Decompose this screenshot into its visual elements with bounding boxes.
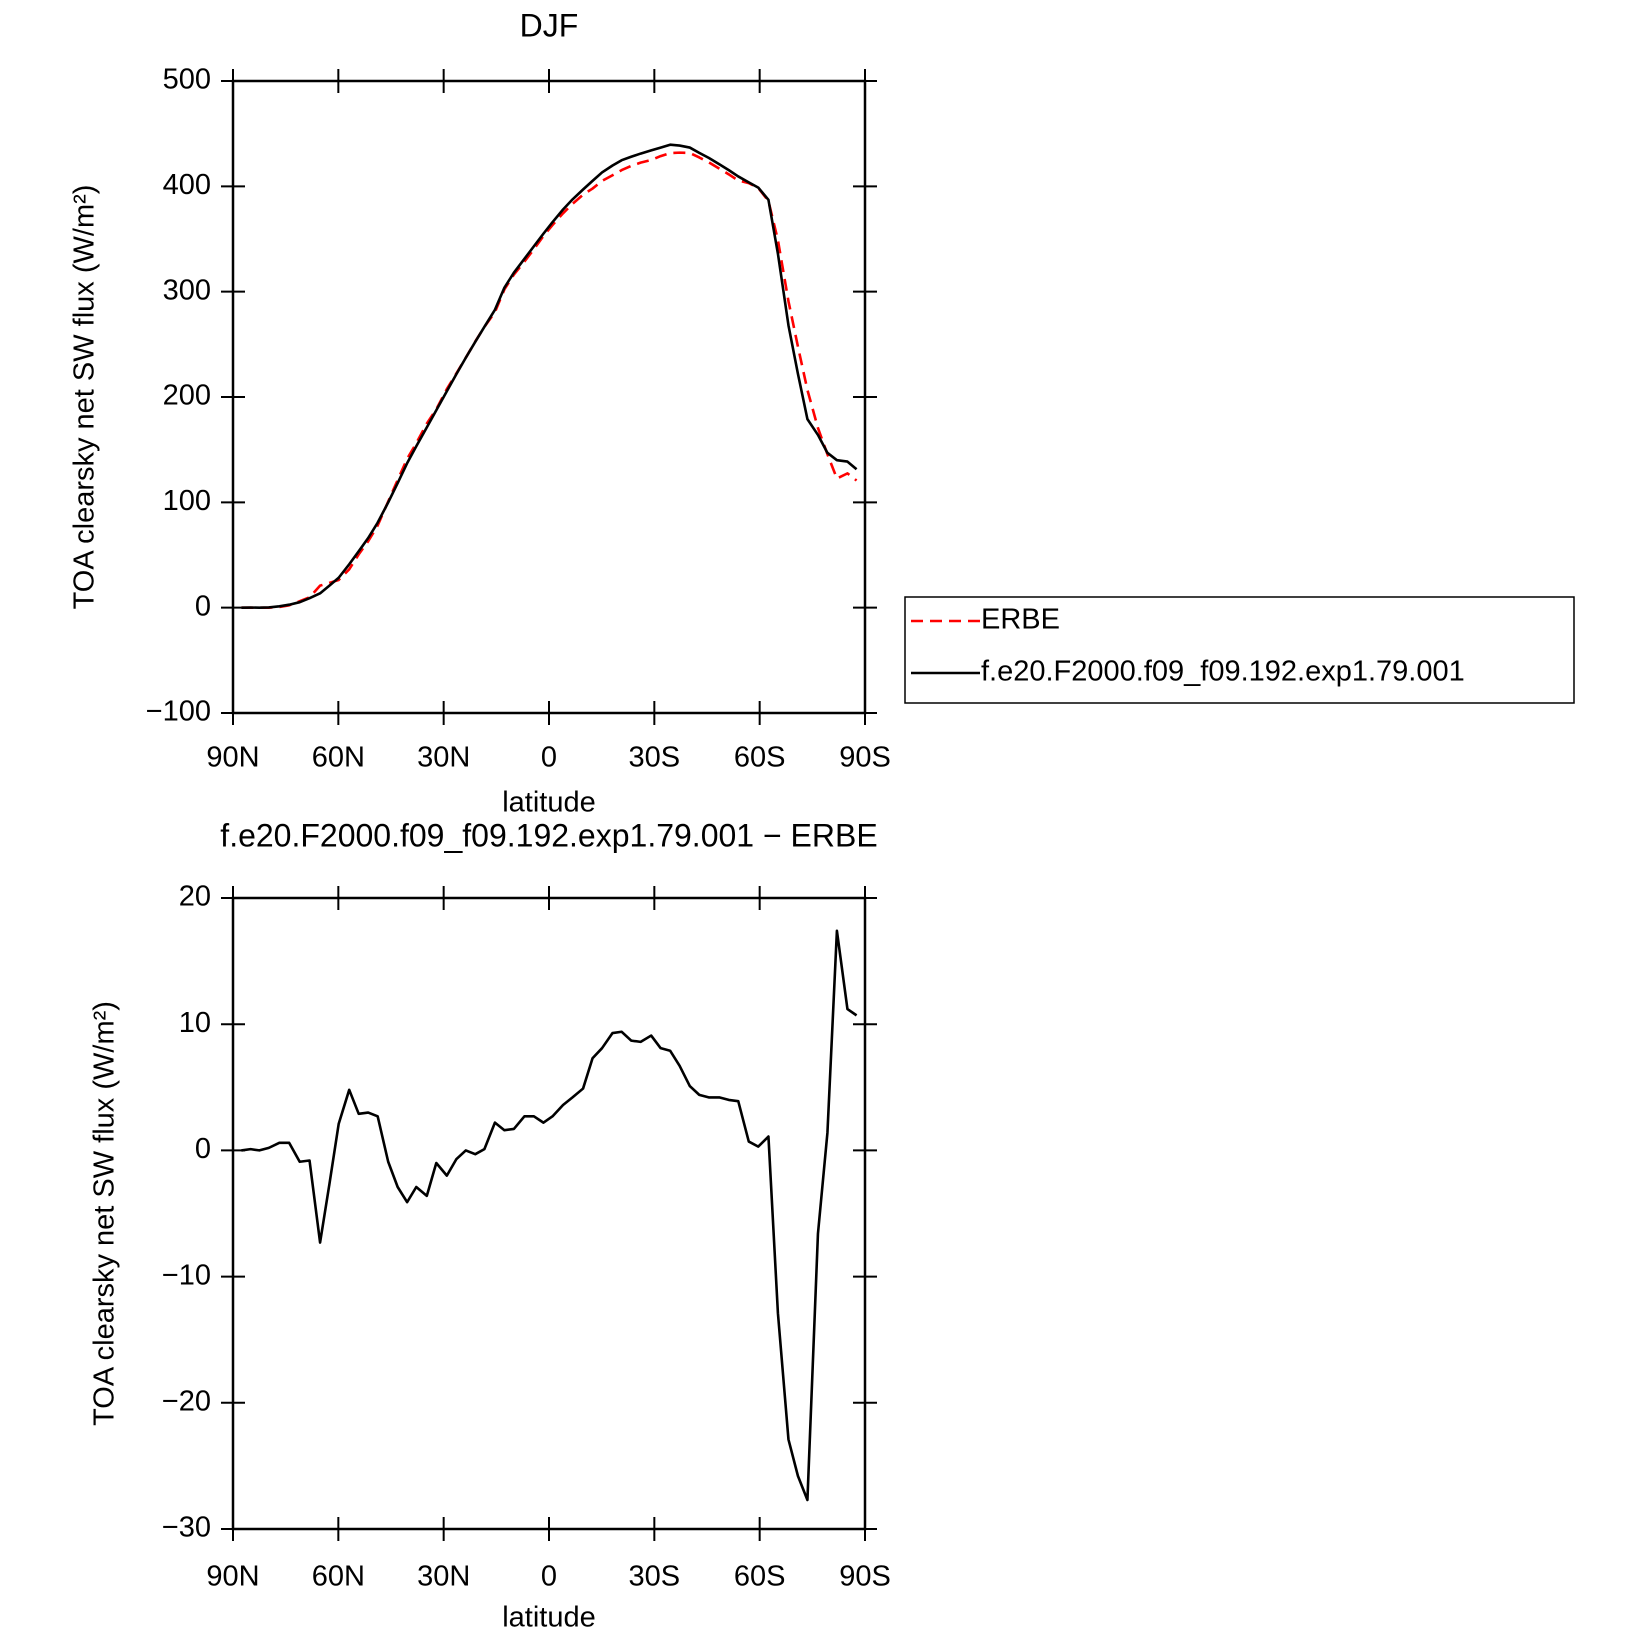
chart-title: DJF (520, 7, 579, 43)
x-axis-label: latitude (502, 1602, 596, 1634)
y-tick-label: 0 (195, 1133, 211, 1165)
x-tick-label: 60N (312, 1561, 365, 1593)
y-tick-label: −10 (162, 1259, 211, 1291)
x-tick-label: 30S (629, 1561, 681, 1593)
x-tick-label: 30N (417, 742, 470, 774)
y-tick-label: 300 (163, 274, 211, 306)
x-tick-label: 90S (839, 742, 891, 774)
y-tick-label: 0 (195, 590, 211, 622)
x-tick-label: 30S (629, 742, 681, 774)
data-line (241, 143, 858, 609)
chart-title: f.e20.F2000.f09_f09.192.exp1.79.001 − ER… (220, 817, 877, 853)
x-tick-label: 90N (206, 742, 259, 774)
y-axis-label: TOA clearsky net SW flux (W/m²) (89, 1001, 121, 1426)
plot-frame (231, 896, 867, 1531)
y-tick-label: −30 (162, 1512, 211, 1544)
y-tick-label: −100 (146, 696, 211, 728)
y-axis-label: TOA clearsky net SW flux (W/m²) (69, 185, 101, 610)
y-tick-label: 500 (163, 64, 211, 96)
x-tick-label: 0 (541, 1561, 557, 1593)
x-axis-label: latitude (502, 787, 596, 819)
y-tick-label: 400 (163, 169, 211, 201)
x-tick-label: 0 (541, 742, 557, 774)
plot-frame (231, 79, 867, 715)
x-tick-label: 60N (312, 742, 365, 774)
x-tick-label: 90N (206, 1561, 259, 1593)
legend-label: ERBE (981, 604, 1060, 636)
data-line (241, 151, 858, 609)
x-tick-label: 60S (734, 742, 786, 774)
y-tick-label: 100 (163, 485, 211, 517)
legend-box (904, 596, 1575, 704)
y-tick-label: 10 (179, 1007, 211, 1039)
x-tick-label: 90S (839, 1561, 891, 1593)
data-line (241, 929, 858, 1502)
x-tick-label: 30N (417, 1561, 470, 1593)
y-tick-label: 200 (163, 380, 211, 412)
legend-label: f.e20.F2000.f09_f09.192.exp1.79.001 (981, 656, 1465, 688)
x-tick-label: 60S (734, 1561, 786, 1593)
y-tick-label: −20 (162, 1385, 211, 1417)
y-tick-label: 20 (179, 881, 211, 913)
